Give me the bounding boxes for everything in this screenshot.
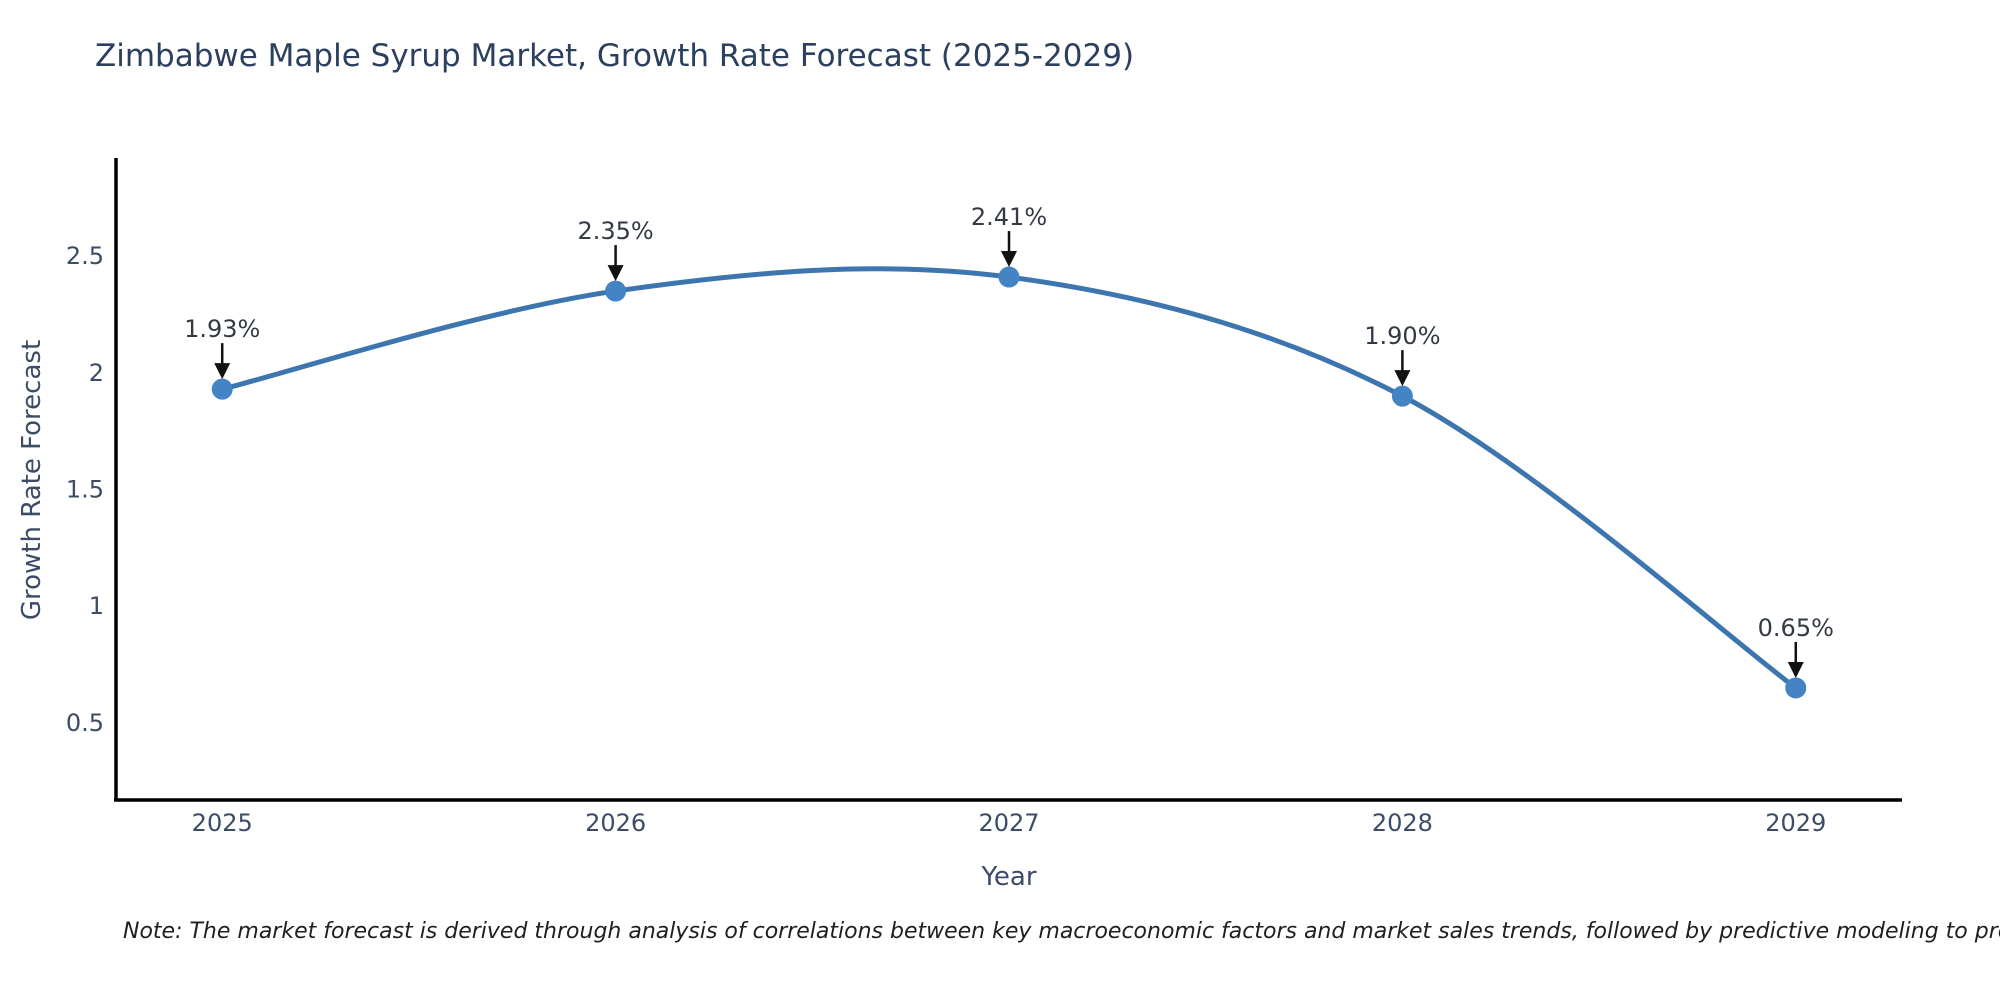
x-axis-title: Year [981,862,1037,892]
chart-title: Zimbabwe Maple Syrup Market, Growth Rate… [95,38,1135,74]
x-tick-label: 2025 [192,809,253,837]
data-point-marker [605,280,627,302]
annotation-arrowhead [214,363,231,380]
annotation-arrowhead [1001,251,1017,268]
y-tick-label: 1 [89,592,104,620]
x-tick-label: 2029 [1765,809,1826,837]
data-point-label: 0.65% [1758,614,1834,642]
y-tick-label: 1.5 [66,476,104,504]
x-tick-label: 2026 [585,809,646,837]
data-point-marker [1785,677,1807,699]
data-point-marker [998,266,1020,288]
x-tick-label: 2027 [978,809,1039,837]
annotation-arrowhead [1787,661,1804,678]
forecast-line [221,266,1798,690]
data-point-label: 1.93% [184,315,260,343]
annotation-arrowhead [1394,370,1411,387]
footnote: Note: The market forecast is derived thr… [123,919,2000,944]
y-tick-label: 2 [89,359,104,387]
data-point-label: 2.41% [971,203,1047,231]
data-point-marker [1391,385,1413,407]
data-point-label: 2.35% [577,217,653,245]
data-point-label: 1.90% [1364,322,1440,350]
data-point-marker [211,378,233,400]
x-tick-label: 2028 [1372,809,1433,837]
annotation-arrowhead [607,265,624,282]
y-tick-label: 2.5 [66,242,104,270]
y-tick-label: 0.5 [66,709,104,737]
